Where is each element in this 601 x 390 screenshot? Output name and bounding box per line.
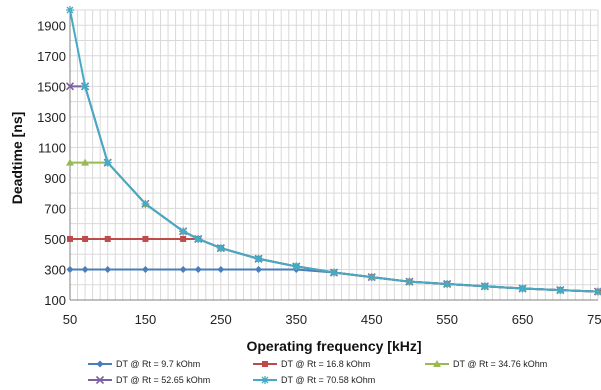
data-point (179, 227, 188, 236)
data-point (66, 265, 74, 273)
legend-item: DT @ Rt = 16.8 kOhm (253, 359, 370, 369)
legend-item: DT @ Rt = 34.76 kOhm (425, 359, 547, 369)
legend-label: DT @ Rt = 16.8 kOhm (281, 359, 370, 369)
data-point (65, 82, 75, 91)
legend-label: DT @ Rt = 52.65 kOhm (116, 375, 210, 385)
data-point (480, 282, 489, 291)
x-tick-label: 250 (210, 312, 232, 327)
data-point (179, 265, 187, 273)
y-tick-label: 1900 (37, 18, 66, 33)
data-point (142, 235, 149, 242)
x-tick-label: 650 (512, 312, 534, 327)
legend-item: DT @ Rt = 9.7 kOhm (88, 359, 200, 369)
data-point (194, 234, 203, 243)
data-point (217, 265, 225, 273)
data-point (180, 235, 187, 242)
x-tick-label: 750 (587, 312, 601, 327)
y-tick-label: 1300 (37, 110, 66, 125)
data-point (292, 262, 301, 271)
data-point (405, 277, 414, 286)
data-point (367, 273, 376, 282)
legend-label: DT @ Rt = 70.58 kOhm (281, 375, 375, 385)
legend-swatch-marker (433, 360, 441, 367)
data-point (254, 254, 263, 263)
y-tick-label: 500 (44, 232, 66, 247)
data-point (255, 265, 263, 273)
series-5 (66, 6, 601, 296)
x-tick-label: 350 (285, 312, 307, 327)
x-tick-label: 50 (63, 312, 77, 327)
x-tick-label: 550 (436, 312, 458, 327)
data-point (443, 279, 452, 288)
data-point (141, 265, 149, 273)
y-tick-label: 100 (44, 293, 66, 308)
axis-layer (69, 10, 598, 301)
data-point (216, 244, 225, 253)
x-axis-title: Operating frequency [kHz] (246, 338, 421, 354)
legend-swatch-marker (95, 375, 105, 385)
data-point (518, 284, 527, 293)
y-axis-title: Deadtime [ns] (9, 112, 25, 205)
x-tick-label: 450 (361, 312, 383, 327)
x-tick-label: 150 (135, 312, 157, 327)
data-point (194, 265, 202, 273)
data-point (103, 158, 112, 167)
legend-swatch-marker (261, 376, 269, 384)
y-tick-label: 700 (44, 201, 66, 216)
grid-layer (69, 9, 599, 301)
legend-swatch-marker (96, 360, 104, 368)
series-layer (65, 6, 601, 296)
y-tick-label: 900 (44, 171, 66, 186)
data-point (66, 158, 74, 166)
legend-item: DT @ Rt = 52.65 kOhm (88, 375, 210, 385)
legend-item: DT @ Rt = 70.58 kOhm (253, 375, 375, 385)
y-tick-label: 1100 (38, 140, 66, 155)
legend-label: DT @ Rt = 34.76 kOhm (453, 359, 547, 369)
data-point (594, 287, 601, 296)
y-tick-label: 1700 (37, 49, 66, 64)
y-tick-label: 300 (44, 262, 66, 277)
legend-label: DT @ Rt = 9.7 kOhm (116, 359, 200, 369)
tick-label-layer: 50 150 250 350 450 550 650 750 100 300 500 700 900 11… (37, 18, 601, 327)
legend-swatch-marker (262, 361, 268, 367)
data-point (104, 235, 111, 242)
data-point (81, 158, 90, 166)
data-point (82, 235, 89, 242)
y-tick-label: 1500 (37, 79, 66, 94)
data-point (104, 265, 112, 273)
data-point (330, 268, 338, 277)
data-point (81, 82, 90, 91)
data-point (141, 199, 150, 208)
data-point (81, 265, 89, 273)
data-point (66, 6, 74, 14)
data-point (556, 286, 565, 295)
data-point (67, 235, 73, 242)
legend: DT @ Rt = 9.7 kOhm DT @ Rt = 16.8 kOhm DT … (88, 359, 547, 385)
